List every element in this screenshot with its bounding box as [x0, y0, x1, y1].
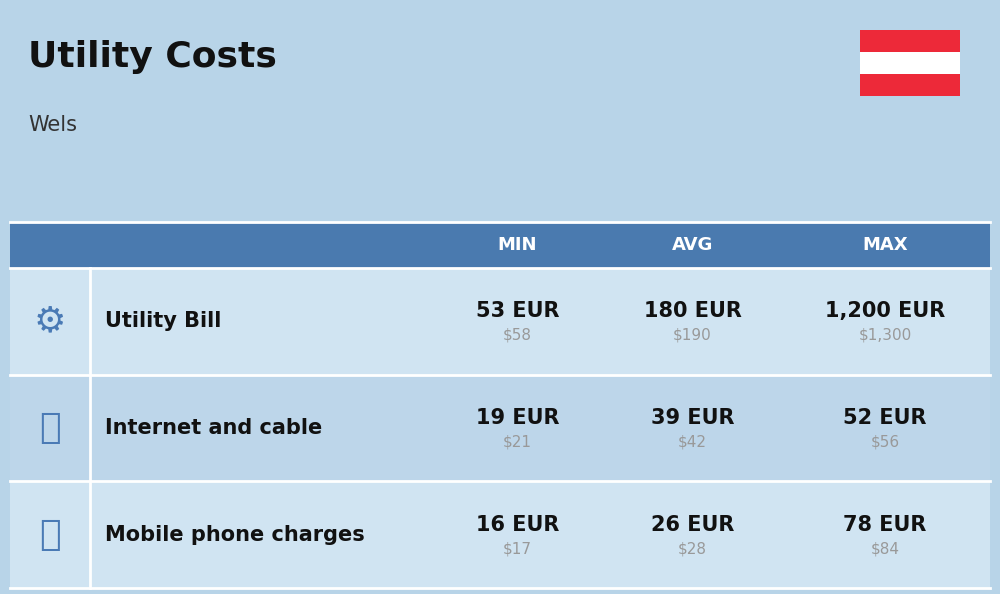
Text: 📱: 📱 [39, 517, 61, 552]
Text: $21: $21 [503, 434, 532, 450]
Text: Wels: Wels [28, 115, 77, 135]
Text: 52 EUR: 52 EUR [843, 408, 927, 428]
Text: $190: $190 [673, 328, 712, 343]
Text: 39 EUR: 39 EUR [651, 408, 734, 428]
Text: Mobile phone charges: Mobile phone charges [105, 525, 365, 545]
Text: MIN: MIN [498, 236, 537, 254]
Text: Utility Bill: Utility Bill [105, 311, 221, 331]
Text: Internet and cable: Internet and cable [105, 418, 322, 438]
Text: $84: $84 [870, 541, 900, 556]
Text: 78 EUR: 78 EUR [843, 514, 927, 535]
Text: 19 EUR: 19 EUR [476, 408, 559, 428]
Text: $28: $28 [678, 541, 707, 556]
Bar [10, 375, 990, 481]
Bar [10, 222, 990, 268]
Bar [860, 52, 960, 74]
Text: $17: $17 [503, 541, 532, 556]
Text: $42: $42 [678, 434, 707, 450]
Bar [860, 30, 960, 52]
Text: MAX: MAX [862, 236, 908, 254]
Bar [860, 74, 960, 96]
Text: $58: $58 [503, 328, 532, 343]
Text: 📶: 📶 [39, 411, 61, 445]
Text: 1,200 EUR: 1,200 EUR [825, 301, 945, 321]
Text: 53 EUR: 53 EUR [476, 301, 559, 321]
Bar [10, 481, 990, 588]
Text: ⚙: ⚙ [34, 304, 66, 339]
Text: 180 EUR: 180 EUR [644, 301, 741, 321]
Text: $56: $56 [870, 434, 900, 450]
Text: $1,300: $1,300 [858, 328, 912, 343]
Text: 16 EUR: 16 EUR [476, 514, 559, 535]
Text: Utility Costs: Utility Costs [28, 40, 277, 74]
Text: 26 EUR: 26 EUR [651, 514, 734, 535]
Bar [10, 268, 990, 375]
Text: AVG: AVG [672, 236, 713, 254]
